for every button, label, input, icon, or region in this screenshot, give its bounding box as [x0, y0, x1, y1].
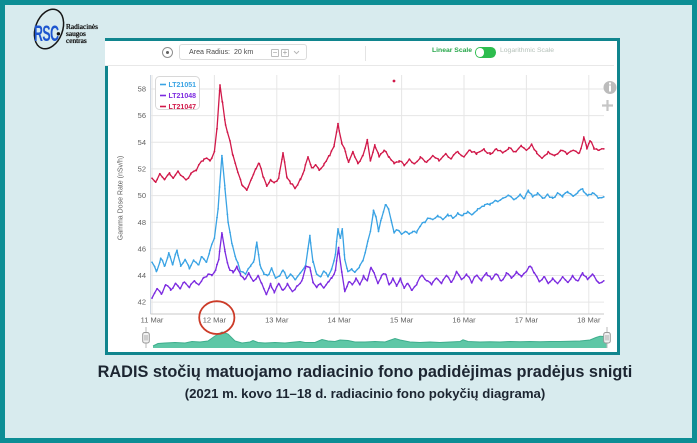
svg-text:12 Mar: 12 Mar [203, 316, 227, 325]
svg-text:18 Mar: 18 Mar [577, 316, 601, 325]
svg-text:LT21051: LT21051 [169, 82, 197, 89]
svg-text:46: 46 [138, 244, 146, 253]
svg-text:50: 50 [138, 191, 146, 200]
svg-text:52: 52 [138, 165, 146, 174]
svg-text:58: 58 [138, 85, 146, 94]
svg-text:44: 44 [138, 271, 146, 280]
svg-text:48: 48 [138, 218, 146, 227]
svg-text:17 Mar: 17 Mar [515, 316, 539, 325]
svg-text:LT21047: LT21047 [169, 104, 197, 111]
svg-text:16 Mar: 16 Mar [452, 316, 476, 325]
svg-text:LT21048: LT21048 [169, 93, 197, 100]
svg-text:11 Mar: 11 Mar [141, 316, 164, 325]
svg-text:13 Mar: 13 Mar [265, 316, 289, 325]
svg-text:56: 56 [138, 111, 146, 120]
svg-text:Gamma Dose Rate (nSv/h): Gamma Dose Rate (nSv/h) [118, 156, 125, 240]
svg-text:42: 42 [138, 298, 146, 307]
svg-text:15 Mar: 15 Mar [390, 316, 414, 325]
svg-text:14 Mar: 14 Mar [328, 316, 352, 325]
svg-text:54: 54 [138, 138, 146, 147]
